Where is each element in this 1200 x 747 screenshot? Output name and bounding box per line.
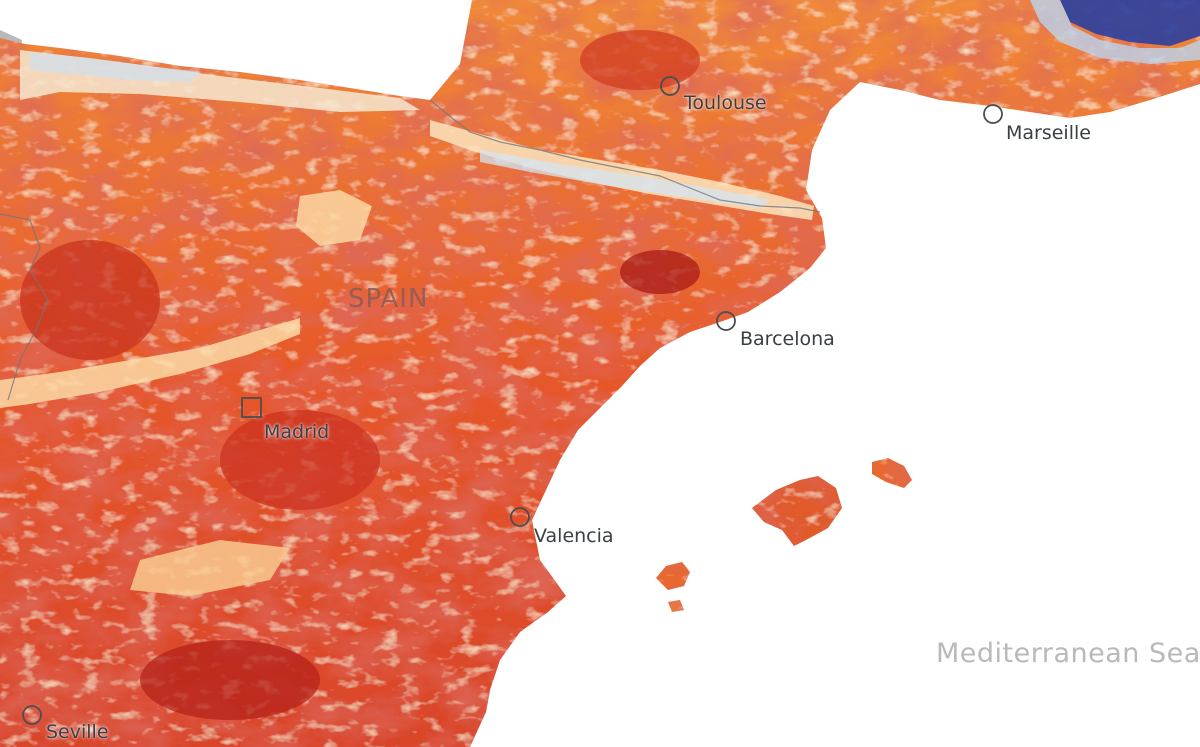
balearic-islands bbox=[656, 458, 912, 612]
madrid-marker bbox=[241, 397, 262, 418]
country-label-spain: SPAIN bbox=[348, 284, 429, 314]
central-cool-band bbox=[0, 318, 300, 408]
city-label-barcelona: Barcelona bbox=[740, 328, 835, 350]
hotspot-ebro bbox=[620, 250, 700, 294]
cold-zones bbox=[30, 0, 1200, 208]
sea-label-mediterranean: Mediterranean Sea bbox=[936, 638, 1200, 669]
marseille-marker bbox=[983, 104, 1003, 124]
south-cool-patch bbox=[130, 540, 290, 596]
mallorca bbox=[752, 476, 842, 546]
city-markers bbox=[22, 76, 1003, 725]
spain-france-border bbox=[429, 99, 821, 213]
menorca bbox=[872, 458, 912, 488]
barcelona-marker bbox=[716, 311, 736, 331]
alps-cold-patch bbox=[1060, 0, 1200, 46]
north-coast-cold bbox=[30, 52, 200, 82]
hotspot-south bbox=[140, 640, 320, 720]
city-label-madrid: Madrid bbox=[264, 421, 330, 443]
alps-cold-edge bbox=[1030, 0, 1200, 64]
formentera bbox=[668, 600, 684, 612]
city-label-seville: Seville bbox=[46, 721, 109, 743]
borders bbox=[0, 99, 821, 401]
spain-portugal-border bbox=[0, 213, 49, 401]
east-cool-patch bbox=[296, 190, 372, 246]
seville-marker bbox=[22, 705, 42, 725]
ibiza bbox=[656, 562, 690, 590]
hot-zones bbox=[20, 30, 700, 720]
toulouse-marker bbox=[660, 76, 680, 96]
hotspot-toulouse bbox=[580, 30, 700, 90]
city-label-toulouse: Toulouse bbox=[684, 92, 767, 114]
valencia-marker bbox=[510, 507, 530, 527]
hotspot-west bbox=[20, 240, 160, 360]
pyrenees-cold bbox=[480, 150, 770, 208]
city-label-valencia: Valencia bbox=[534, 525, 614, 547]
city-label-marseille: Marseille bbox=[1006, 122, 1091, 144]
hotspot-center bbox=[220, 410, 380, 510]
